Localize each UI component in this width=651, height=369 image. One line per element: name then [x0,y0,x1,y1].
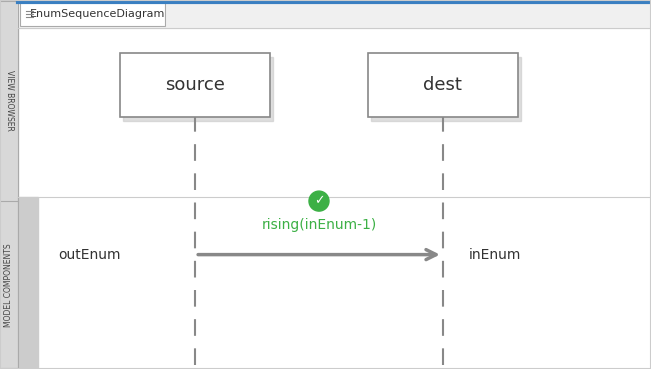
Bar [124,56,273,121]
Text: outEnum: outEnum [58,248,120,262]
Text: MODEL COMPONENTS: MODEL COMPONENTS [5,243,14,327]
Text: dest: dest [423,76,462,94]
Bar [120,52,270,117]
Circle shape [309,191,329,211]
Text: ✓: ✓ [314,194,324,208]
Text: inEnum: inEnum [469,248,521,262]
Bar [368,52,518,117]
Bar [0,0,18,369]
Text: VIEW BROWSER: VIEW BROWSER [5,70,14,131]
Bar [20,2,165,26]
Bar [18,197,38,369]
Text: source: source [165,76,225,94]
Text: rising(inEnum-1): rising(inEnum-1) [261,218,377,232]
Bar [20,2,165,26]
Bar [371,56,521,121]
Text: EnumSequenceDiagram: EnumSequenceDiagram [30,9,165,19]
Bar [18,0,651,28]
